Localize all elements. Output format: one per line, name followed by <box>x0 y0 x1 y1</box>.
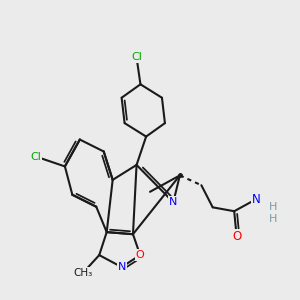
Text: N: N <box>252 193 260 206</box>
Text: N: N <box>169 197 178 207</box>
Text: Cl: Cl <box>31 152 41 162</box>
Text: H: H <box>269 214 278 224</box>
Text: N: N <box>117 262 126 272</box>
Text: O: O <box>136 250 145 260</box>
Text: Cl: Cl <box>131 52 142 62</box>
Text: H: H <box>269 202 278 212</box>
Text: O: O <box>232 230 241 242</box>
Text: CH₃: CH₃ <box>73 268 92 278</box>
